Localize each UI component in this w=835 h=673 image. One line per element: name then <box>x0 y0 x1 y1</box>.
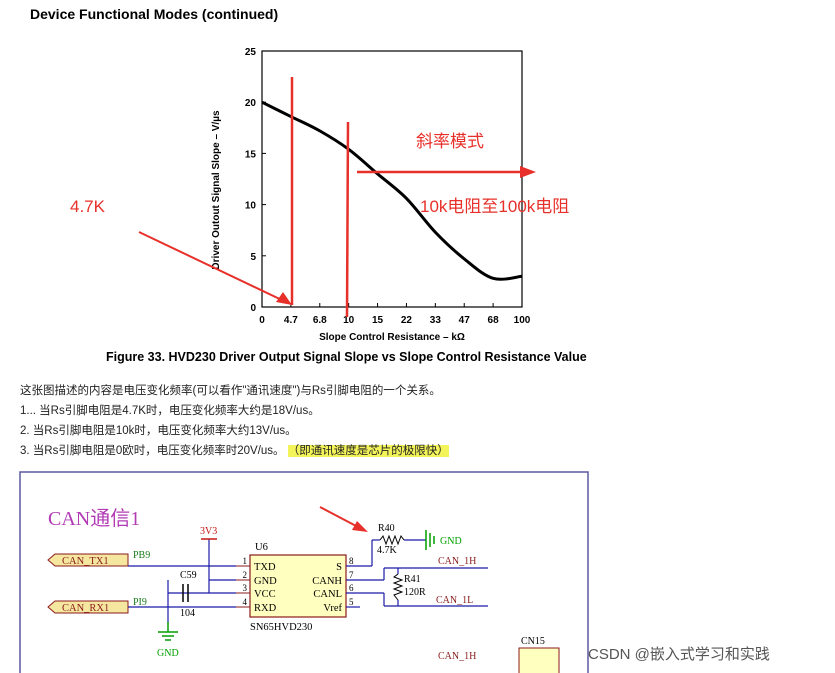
note-item-3: 3. 当Rs引脚电阻是0欧时，电压变化频率时20V/us。 （即通讯速度是芯片的… <box>20 442 449 458</box>
right-nets <box>346 539 488 608</box>
r40-resistor-icon <box>379 534 405 546</box>
r40-ref: R40 <box>378 523 395 534</box>
cap-ref: C59 <box>180 570 197 581</box>
x-tick-label: 33 <box>430 315 442 326</box>
ic-pin-name: CANL <box>313 589 342 600</box>
net-can-1h-label: CAN_1H <box>438 556 476 567</box>
ic-pin-name: TXD <box>254 562 276 573</box>
ic-pin-name: Vref <box>323 603 342 614</box>
gnd-right-icon <box>425 530 435 550</box>
r41-ref: R41 <box>404 574 421 585</box>
gnd-left-icon <box>158 622 178 641</box>
ic-pin-number: 2 <box>243 570 248 580</box>
ic-pin-number: 6 <box>349 583 354 593</box>
ic-pin-number: 7 <box>349 570 354 580</box>
pin-pb9-label: PB9 <box>133 550 150 561</box>
y-tick-label: 20 <box>245 98 257 109</box>
ic-pin-number: 4 <box>243 597 248 607</box>
y-tick-label: 5 <box>250 252 256 263</box>
ic-pin-number: 5 <box>349 597 354 607</box>
y-tick-label: 0 <box>250 303 256 314</box>
ic-pin-number: 3 <box>243 583 248 593</box>
x-tick-label: 6.8 <box>313 315 327 326</box>
note-intro: 这张图描述的内容是电压变化频率(可以看作"通讯速度")与Rs引脚电阻的一个关系。 <box>20 385 441 397</box>
ic-ref: U6 <box>255 542 268 553</box>
y-tick-label: 15 <box>245 149 257 160</box>
note-highlight: （即通讯速度是芯片的极限快） <box>287 445 449 457</box>
y-tick-label: 10 <box>245 201 257 212</box>
annotation-resistor-range: 10k电阻至100k电阻 <box>420 197 569 216</box>
connector-body <box>518 647 560 673</box>
section-heading: Device Functional Modes (continued) <box>30 6 279 22</box>
x-tick-label: 22 <box>401 315 413 326</box>
r41-value: 120R <box>404 587 426 598</box>
cap-value: 104 <box>180 608 195 619</box>
y-tick-label: 25 <box>245 47 257 58</box>
x-tick-label: 4.7 <box>284 315 298 326</box>
port-can-tx1 <box>47 553 129 567</box>
ic-pin-number: 1 <box>243 556 248 566</box>
note-item-3-text: 3. 当Rs引脚电阻是0欧时，电压变化频率时20V/us。 <box>20 445 285 457</box>
chart-frame <box>261 50 523 308</box>
x-tick-label: 15 <box>372 315 384 326</box>
ic-part: SN65HVD230 <box>250 622 312 633</box>
net-can-1h-cut-label: CAN_1H <box>438 651 476 662</box>
chart-plot-area: 0 4.7 6.8 10 15 22 33 47 68 100 0 5 10 15 20 25 <box>245 47 531 326</box>
x-tick-label: 47 <box>459 315 471 326</box>
x-tick-label: 68 <box>488 315 500 326</box>
net-can-1l-label: CAN_1L <box>436 595 473 606</box>
ic-pin-name: VCC <box>254 589 276 600</box>
can-schematic: CAN通信1 CAN_TX1 PB9 CAN_RX1 PI9 3V3 C59 1… <box>19 471 589 673</box>
ic-pin-name: RXD <box>254 603 277 614</box>
connector-ref: CN15 <box>521 636 545 647</box>
ic-pin-name: S <box>336 562 342 573</box>
gnd-left-label: GND <box>157 648 179 659</box>
ic-pin-name: GND <box>254 576 277 587</box>
arrow-to-r40 <box>319 506 359 528</box>
gnd-right-label: GND <box>440 536 462 547</box>
slope-chart: 0 4.7 6.8 10 15 22 33 47 68 100 0 5 10 15 20 25 Driver … <box>70 47 569 343</box>
ic-body <box>249 554 347 618</box>
schematic-title: CAN通信1 <box>48 507 140 530</box>
arrowhead-r40-icon <box>352 521 368 532</box>
ic-pin-number: 8 <box>349 556 354 566</box>
rail-3v3-label: 3V3 <box>200 526 217 537</box>
figure-caption: Figure 33. HVD230 Driver Output Signal S… <box>106 350 587 364</box>
chart-x-axis-label: Slope Control Resistance – kΩ <box>319 332 465 343</box>
port-can-tx1-label: CAN_TX1 <box>62 556 109 567</box>
arrowhead-range-icon <box>520 166 536 178</box>
note-item-1: 1... 当Rs引脚电阻是4.7K时，电压变化频率大约是18V/us。 <box>20 405 320 417</box>
r41-resistor-icon <box>392 573 404 601</box>
chart-y-axis-label: Driver Outout Signal Slope – V/µs <box>211 110 222 270</box>
x-tick-label: 10 <box>343 315 355 326</box>
arrow-to-4-7k <box>138 231 287 303</box>
annotation-4-7k: 4.7K <box>70 197 106 216</box>
left-nets <box>128 539 236 622</box>
x-tick-label: 0 <box>259 315 265 326</box>
port-can-rx1-label: CAN_RX1 <box>62 603 109 614</box>
ic-pin-name: CANH <box>312 576 342 587</box>
note-item-2: 2. 当Rs引脚电阻是10k时，电压变化频率大约13V/us。 <box>20 425 297 437</box>
series-line <box>261 100 523 281</box>
watermark: CSDN @嵌入式学习和实践 <box>588 646 770 663</box>
x-tick-label: 100 <box>514 315 531 326</box>
arrowhead-4-7k-icon <box>276 292 292 305</box>
pin-pi9-label: PI9 <box>133 597 147 608</box>
annotation-slope-mode: 斜率模式 <box>416 132 484 151</box>
marker-line-10k <box>345 121 350 318</box>
r40-value: 4.7K <box>377 545 398 556</box>
